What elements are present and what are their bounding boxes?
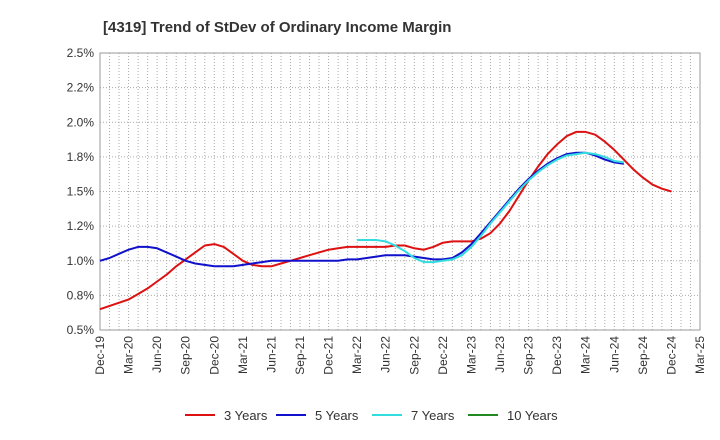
x-tick-label: Jun-24 — [607, 336, 621, 373]
x-tick-label: Mar-21 — [236, 336, 250, 374]
y-tick-label: 0.8% — [67, 288, 95, 302]
y-axis: 0.5% 0.8% 1.0% 1.2% 1.5% 1.8% 2.0% 2.2% 2.5% — [67, 46, 95, 337]
legend-label: 3 Years — [224, 408, 268, 423]
series-line-7-years — [357, 151, 624, 264]
y-tick-label: 2.5% — [67, 46, 95, 60]
y-tick-label: 1.8% — [67, 150, 95, 164]
y-tick-label: 2.2% — [67, 81, 95, 95]
legend-label: 5 Years — [315, 408, 359, 423]
x-tick-label: Dec-23 — [550, 336, 564, 375]
x-tick-label: Dec-21 — [322, 336, 336, 375]
x-axis: Dec-19 Mar-20 Jun-20 Sep-20 Dec-20 Mar-21 Jun-… — [93, 336, 707, 375]
series-layer — [99, 130, 672, 311]
x-tick-label: Mar-24 — [579, 336, 593, 374]
y-tick-label: 1.0% — [67, 254, 95, 268]
plot-area — [99, 52, 701, 331]
x-tick-label: Dec-19 — [93, 336, 107, 375]
legend-label: 7 Years — [411, 408, 455, 423]
y-tick-label: 1.2% — [67, 219, 95, 233]
x-tick-label: Jun-21 — [264, 336, 278, 373]
x-tick-label: Mar-25 — [693, 336, 707, 374]
y-tick-label: 1.5% — [67, 185, 95, 199]
legend-label: 10 Years — [507, 408, 558, 423]
x-tick-label: Dec-22 — [436, 336, 450, 375]
x-tick-label: Sep-21 — [293, 336, 307, 375]
y-tick-label: 0.5% — [67, 323, 95, 337]
x-tick-label: Mar-23 — [464, 336, 478, 374]
y-tick-label: 2.0% — [67, 115, 95, 129]
x-tick-label: Mar-22 — [350, 336, 364, 374]
x-tick-label: Sep-20 — [179, 336, 193, 375]
x-tick-label: Sep-23 — [522, 336, 536, 375]
x-tick-label: Dec-20 — [207, 336, 221, 375]
chart-title: [4319] Trend of StDev of Ordinary Income… — [103, 19, 451, 36]
x-tick-label: Sep-22 — [407, 336, 421, 375]
x-tick-label: Jun-23 — [493, 336, 507, 373]
x-tick-label: Jun-20 — [150, 336, 164, 373]
legend: 3 Years 5 Years 7 Years 10 Years — [185, 408, 558, 423]
series-line-5-years — [99, 151, 624, 268]
x-tick-label: Mar-20 — [122, 336, 136, 374]
grid — [100, 53, 700, 330]
x-tick-label: Jun-22 — [379, 336, 393, 373]
x-tick-label: Sep-24 — [636, 336, 650, 375]
x-tick-label: Dec-24 — [664, 336, 678, 375]
